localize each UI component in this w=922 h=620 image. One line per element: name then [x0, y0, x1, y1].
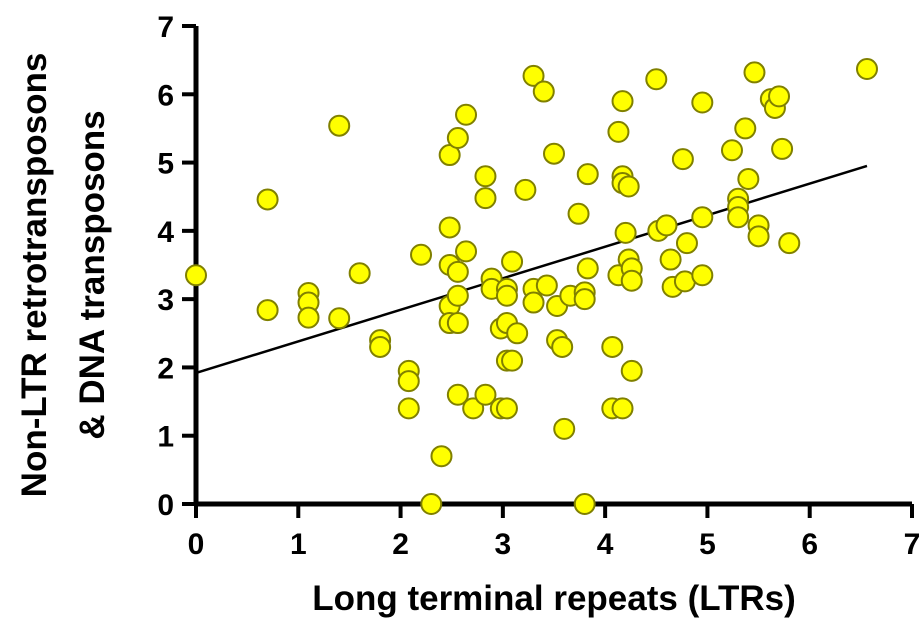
y-axis-title-line-2: & DNA transposons	[73, 110, 112, 439]
data-point	[614, 221, 637, 244]
data-point	[727, 206, 750, 229]
data-point	[855, 58, 878, 81]
points-layer	[185, 58, 878, 515]
data-point	[501, 349, 524, 372]
data-point	[675, 232, 698, 255]
data-point	[474, 187, 497, 210]
y-axis-title-line-1: Non-LTR retrotransposons	[15, 53, 54, 498]
y-tick-label: 4	[157, 216, 174, 249]
data-point	[328, 307, 351, 330]
data-point	[771, 137, 794, 160]
data-point	[617, 175, 640, 198]
data-point	[620, 269, 643, 292]
data-point	[185, 264, 207, 287]
data-point	[567, 202, 590, 225]
data-point	[455, 103, 478, 126]
data-point	[532, 80, 555, 103]
x-tick-label: 3	[495, 528, 512, 561]
data-point	[474, 165, 497, 188]
data-point	[620, 359, 643, 382]
axes	[182, 24, 914, 518]
data-point	[297, 306, 320, 329]
y-tick-label: 3	[157, 284, 174, 317]
data-point	[446, 284, 469, 307]
data-point	[573, 288, 596, 311]
x-tick-label: 6	[801, 528, 818, 561]
data-point	[671, 148, 694, 171]
data-point	[328, 114, 351, 137]
y-tick-label: 1	[157, 421, 174, 454]
data-point	[495, 284, 518, 307]
data-point	[256, 299, 279, 322]
data-point	[446, 260, 469, 283]
data-point	[535, 274, 558, 297]
data-point	[720, 139, 743, 162]
data-point	[747, 225, 770, 248]
x-tick-label: 7	[904, 528, 921, 561]
y-tick-label: 6	[157, 79, 174, 112]
data-point	[573, 493, 596, 515]
data-point	[397, 397, 420, 420]
regression-line	[195, 164, 868, 375]
data-point	[543, 142, 565, 165]
data-point	[397, 370, 420, 393]
x-tick-label: 4	[597, 528, 614, 561]
data-point	[446, 126, 469, 149]
x-tick-label: 2	[392, 528, 409, 561]
data-point	[410, 243, 433, 266]
data-point	[734, 117, 757, 140]
x-tick-label: 0	[188, 528, 205, 561]
y-tick-label: 0	[157, 489, 174, 522]
data-point	[655, 214, 678, 237]
data-point	[430, 445, 453, 468]
data-point	[691, 206, 714, 229]
data-point	[438, 216, 461, 239]
data-point	[576, 257, 599, 280]
data-point	[369, 335, 392, 358]
x-axis-title: Long terminal repeats (LTRs)	[312, 579, 796, 618]
data-point	[576, 163, 599, 186]
data-point	[611, 397, 634, 420]
data-point	[462, 397, 485, 420]
data-point	[446, 312, 469, 335]
trendline-layer	[195, 164, 868, 375]
data-point	[691, 91, 714, 114]
data-point	[446, 383, 469, 406]
x-tick-label: 1	[290, 528, 307, 561]
data-point	[768, 85, 791, 108]
data-point	[495, 397, 518, 420]
data-point	[522, 64, 545, 87]
data-point	[601, 335, 624, 358]
labels-layer: 0 1 2 3 4 5 6 7 0 1 2 3 4 5 6 7 Long terminal repeats (L…	[15, 11, 920, 618]
data-point	[778, 232, 801, 255]
data-point	[256, 188, 279, 211]
data-point	[474, 383, 497, 406]
data-point	[607, 120, 630, 143]
data-point	[611, 90, 634, 113]
data-point	[737, 167, 760, 190]
x-tick-label: 5	[699, 528, 716, 561]
data-point	[455, 240, 478, 263]
data-point	[551, 335, 574, 358]
data-point	[506, 322, 529, 345]
data-point	[691, 264, 714, 287]
y-tick-label: 7	[157, 11, 174, 44]
data-point	[553, 417, 576, 440]
y-tick-label: 5	[157, 148, 174, 181]
data-point	[501, 250, 524, 273]
data-point	[522, 291, 545, 314]
data-point	[348, 262, 371, 285]
data-point	[645, 68, 668, 91]
data-point	[420, 493, 443, 515]
y-tick-label: 2	[157, 352, 174, 385]
data-point	[514, 178, 537, 201]
data-point	[743, 61, 766, 84]
data-point	[659, 248, 682, 271]
